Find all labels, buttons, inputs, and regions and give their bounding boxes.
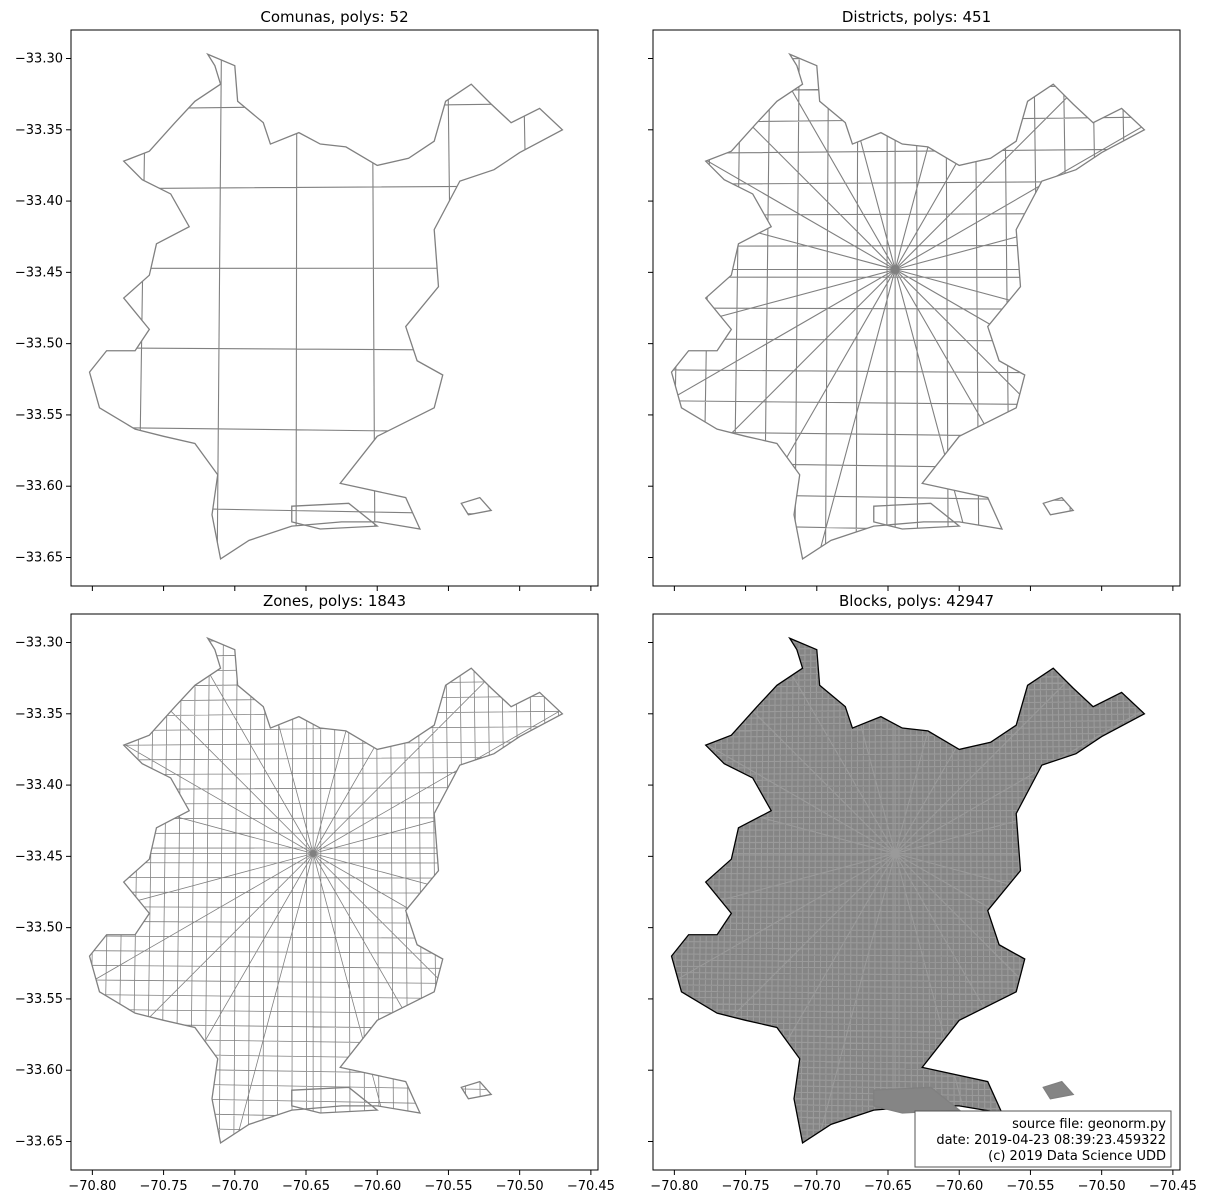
island-2: [1042, 496, 1075, 516]
island-1: [291, 1086, 379, 1114]
xtick-label: −70.70: [211, 1179, 259, 1194]
island-1: [291, 502, 379, 530]
xtick-label: −70.65: [282, 1179, 330, 1194]
xtick-label: −70.80: [650, 1179, 698, 1194]
xtick-label: −70.55: [424, 1179, 472, 1194]
region-outline: [670, 52, 1146, 560]
axes-frame: [70, 613, 599, 1171]
xtick-label: −70.45: [1149, 1179, 1197, 1194]
panel-title: Comunas, polys: 52: [260, 8, 408, 26]
region-outline: [88, 52, 564, 560]
ytick-label: −33.50: [15, 337, 63, 352]
xtick-label: −70.75: [140, 1179, 188, 1194]
xtick-label: −70.80: [68, 1179, 116, 1194]
panel-4: Blocks, polys: 42947 −70.80 −70.75 −70.70 −7…: [648, 592, 1197, 1194]
ytick-label: −33.65: [15, 1134, 63, 1149]
xtick-label: −70.65: [864, 1179, 912, 1194]
panel-title: Blocks, polys: 42947: [839, 592, 994, 610]
panel-1: Comunas, polys: 52 −33.30 −33.35 −33.40 −33.…: [15, 8, 599, 591]
xtick-label: −70.75: [722, 1179, 770, 1194]
ytick-label: −33.50: [15, 921, 63, 936]
xtick-label: −70.70: [793, 1179, 841, 1194]
ytick-label: −33.55: [15, 992, 63, 1007]
ytick-label: −33.30: [15, 52, 63, 67]
xtick-label: −70.60: [935, 1179, 983, 1194]
subdivisions: [89, 54, 563, 559]
ytick-label: −33.65: [15, 550, 63, 565]
xtick-label: −70.50: [1078, 1179, 1126, 1194]
ytick-label: −33.40: [15, 778, 63, 793]
ytick-label: −33.35: [15, 123, 63, 138]
axes-frame: [652, 613, 1181, 1171]
ytick-label: −33.60: [15, 1063, 63, 1078]
ytick-label: −33.45: [15, 849, 63, 864]
axes-frame: [652, 29, 1181, 587]
ytick-label: −33.60: [15, 479, 63, 494]
ytick-label: −33.30: [15, 636, 63, 651]
subdivision-edges: [89, 54, 563, 559]
panel-title: Districts, polys: 451: [842, 8, 991, 26]
island-2: [460, 496, 493, 516]
panel-title: Zones, polys: 1843: [263, 592, 406, 610]
region-outline: [670, 636, 1146, 1144]
xtick-label: −70.55: [1006, 1179, 1054, 1194]
island-2: [1042, 1080, 1075, 1100]
annotation-line-2: date: 2019-04-23 08:39:23.459322: [936, 1133, 1166, 1148]
annotation-box: source file: geonorm.py date: 2019-04-23…: [914, 1110, 1172, 1168]
island-2: [460, 1080, 493, 1100]
ytick-label: −33.35: [15, 707, 63, 722]
ytick-label: −33.45: [15, 265, 63, 280]
ytick-label: −33.55: [15, 408, 63, 423]
annotation-line-1: source file: geonorm.py: [1012, 1117, 1166, 1132]
panel-3: Zones, polys: 1843 −33.30 −33.35 −33.40 −33.…: [15, 592, 615, 1194]
axes-frame: [70, 29, 599, 587]
xtick-label: −70.50: [496, 1179, 544, 1194]
xtick-label: −70.60: [353, 1179, 401, 1194]
ytick-label: −33.40: [15, 194, 63, 209]
island-1: [873, 502, 961, 530]
annotation-line-3: (c) 2019 Data Science UDD: [988, 1149, 1166, 1164]
region-outline: [88, 636, 564, 1144]
xtick-label: −70.45: [567, 1179, 615, 1194]
